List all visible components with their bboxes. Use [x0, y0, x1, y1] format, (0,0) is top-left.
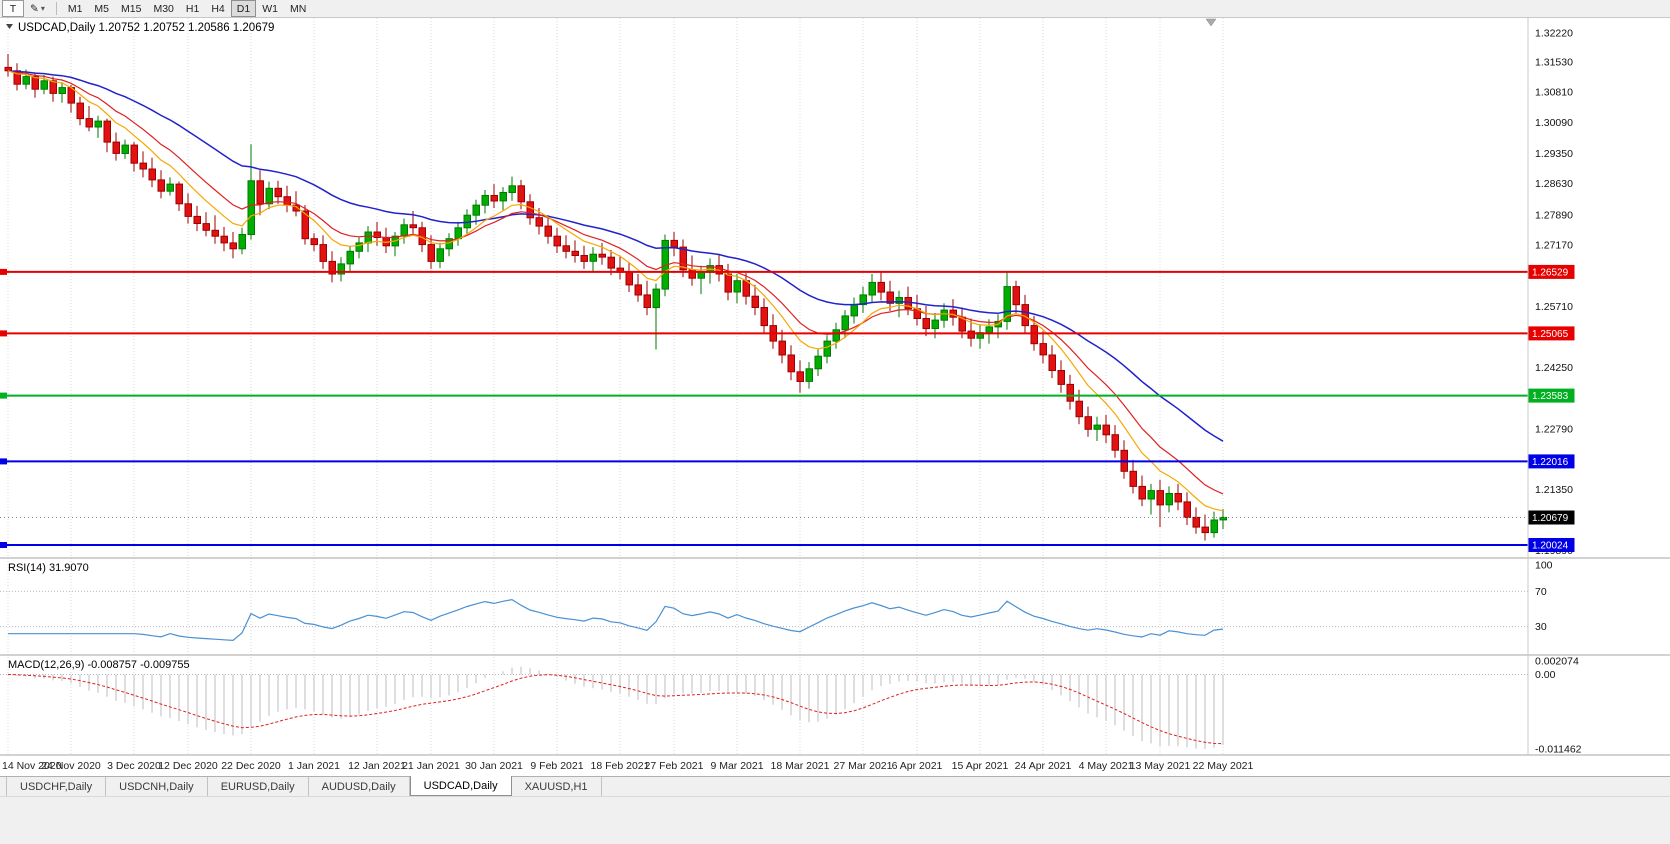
price-badge-1.26529: 1.26529	[1528, 264, 1575, 279]
level-anchor-1.25065	[0, 330, 7, 337]
svg-text:30 Jan 2021: 30 Jan 2021	[465, 760, 523, 772]
rsi-label: RSI(14) 31.9070	[8, 562, 89, 574]
svg-text:30: 30	[1535, 621, 1547, 633]
svg-text:1.32220: 1.32220	[1535, 27, 1573, 39]
svg-text:1 Jan 2021: 1 Jan 2021	[288, 760, 340, 772]
tab-xauusd-h1[interactable]: XAUUSD,H1	[512, 777, 602, 796]
level-anchor-1.22016	[0, 458, 7, 465]
svg-text:1.31530: 1.31530	[1535, 56, 1573, 68]
symbol-ohlc-label: USDCAD,Daily 1.20752 1.20752 1.20586 1.2…	[18, 22, 274, 34]
chart-background	[0, 18, 1670, 776]
price-badge-1.23583: 1.23583	[1528, 388, 1575, 403]
svg-text:4 May 2021: 4 May 2021	[1079, 760, 1134, 772]
level-anchor-1.23583	[0, 392, 7, 399]
svg-text:14 Nov 2020: 14 Nov 2020	[2, 760, 62, 772]
svg-text:1.21350: 1.21350	[1535, 484, 1573, 496]
svg-text:100: 100	[1535, 560, 1553, 572]
svg-text:21 Jan 2021: 21 Jan 2021	[402, 760, 460, 772]
chart-area[interactable]: 1.32220 1.31530 1.30810 1.30090 1.29350 1.286…	[0, 18, 1670, 776]
timeframe-button-m1[interactable]: M1	[67, 2, 83, 15]
svg-text:27 Feb 2021: 27 Feb 2021	[645, 760, 704, 772]
status-area	[0, 796, 1670, 844]
dropdown-caret-icon: ▾	[40, 4, 45, 13]
chart-tabbar: USDCHF,Daily USDCNH,Daily EURUSD,Daily AUDU…	[0, 776, 1670, 796]
timeframe-button-h1[interactable]: H1	[185, 2, 200, 15]
svg-text:1.27890: 1.27890	[1535, 209, 1573, 221]
tab-eurusd-daily[interactable]: EURUSD,Daily	[208, 777, 309, 796]
svg-text:9 Mar 2021: 9 Mar 2021	[710, 760, 763, 772]
svg-text:0.002074: 0.002074	[1535, 656, 1579, 668]
svg-text:-0.011462: -0.011462	[1535, 744, 1582, 756]
svg-text:1.20679: 1.20679	[1532, 513, 1569, 524]
svg-text:12 Dec 2020: 12 Dec 2020	[158, 760, 218, 772]
toolbar-button-t[interactable]: T	[2, 0, 24, 17]
svg-text:0.00: 0.00	[1535, 669, 1556, 681]
svg-text:6 Apr 2021: 6 Apr 2021	[892, 760, 943, 772]
svg-text:12 Jan 2021: 12 Jan 2021	[348, 760, 406, 772]
timeframe-button-m30[interactable]: M30	[153, 2, 174, 15]
svg-text:18 Mar 2021: 18 Mar 2021	[771, 760, 830, 772]
svg-text:1.23583: 1.23583	[1532, 391, 1569, 402]
current-price-badge: 1.20679	[1528, 510, 1575, 525]
svg-text:1.25065: 1.25065	[1532, 329, 1569, 340]
tab-audusd-daily[interactable]: AUDUSD,Daily	[309, 777, 410, 796]
svg-text:1.22790: 1.22790	[1535, 423, 1573, 435]
svg-text:1.24250: 1.24250	[1535, 362, 1573, 374]
svg-text:24 Apr 2021: 24 Apr 2021	[1015, 760, 1072, 772]
macd-label: MACD(12,26,9) -0.008757 -0.009755	[8, 659, 190, 671]
svg-text:3 Dec 2020: 3 Dec 2020	[107, 760, 161, 772]
level-lines	[0, 268, 1528, 548]
svg-text:15 Apr 2021: 15 Apr 2021	[952, 760, 1009, 772]
timeframe-button-m5[interactable]: M5	[94, 2, 110, 15]
moving-average-line-8[interactable]	[7, 70, 1224, 512]
svg-text:27 Mar 2021: 27 Mar 2021	[834, 760, 893, 772]
svg-text:18 Feb 2021: 18 Feb 2021	[591, 760, 650, 772]
macd-signal-line[interactable]	[7, 674, 1224, 745]
pencil-icon: ✎	[30, 2, 39, 15]
timeframe-button-group: M1 M5 M15 M30 H1 H4 D1 W1 MN	[62, 0, 312, 17]
svg-text:1.28630: 1.28630	[1535, 178, 1573, 190]
timeframe-button-d1[interactable]: D1	[230, 0, 257, 17]
chart-shift-marker[interactable]	[1205, 18, 1217, 27]
rsi-line[interactable]	[8, 598, 1224, 642]
chart-header: USDCAD,Daily 1.20752 1.20752 1.20586 1.2…	[6, 22, 274, 34]
level-anchor-1.20024	[0, 542, 7, 548]
price-chart-svg[interactable]: 1.32220 1.31530 1.30810 1.30090 1.29350 1.286…	[0, 18, 1670, 776]
timeframe-button-mn[interactable]: MN	[289, 2, 307, 15]
svg-text:1.27170: 1.27170	[1535, 239, 1573, 251]
toolbar: T ✎ ▾ M1 M5 M15 M30 H1 H4 D1 W1 MN	[0, 0, 1670, 18]
svg-text:1.26529: 1.26529	[1532, 267, 1569, 278]
svg-text:1.30090: 1.30090	[1535, 117, 1573, 129]
svg-text:1.29350: 1.29350	[1535, 148, 1573, 160]
draw-tool-button[interactable]: ✎ ▾	[24, 0, 51, 17]
svg-text:1.25710: 1.25710	[1535, 301, 1573, 313]
timeframe-button-m15[interactable]: M15	[121, 2, 142, 15]
moving-average-line-30[interactable]	[7, 70, 1224, 442]
moving-average-line-13[interactable]	[7, 70, 1224, 495]
symbol-dropdown-icon[interactable]	[6, 24, 13, 29]
price-badge-1.25065: 1.25065	[1528, 326, 1575, 341]
svg-text:22 May 2021: 22 May 2021	[1193, 760, 1254, 772]
tab-usdchf-daily[interactable]: USDCHF,Daily	[6, 777, 107, 796]
svg-text:24 Nov 2020: 24 Nov 2020	[41, 760, 101, 772]
rsi-panel: 100 70 30 RSI(14) 31.9070	[0, 560, 1553, 642]
timeframe-button-h4[interactable]: H4	[211, 2, 225, 15]
price-badge-1.22016: 1.22016	[1528, 454, 1575, 469]
level-anchor-1.26529	[0, 268, 7, 275]
svg-text:1.30810: 1.30810	[1535, 87, 1573, 99]
svg-text:1.22016: 1.22016	[1532, 457, 1569, 468]
macd-histogram	[16, 666, 1224, 749]
toolbar-separator	[55, 2, 57, 15]
svg-text:70: 70	[1535, 586, 1547, 598]
svg-text:1.20024: 1.20024	[1532, 540, 1569, 551]
price-badge-1.20024: 1.20024	[1528, 538, 1575, 552]
tab-usdcad-daily[interactable]: USDCAD,Daily	[409, 776, 512, 796]
tab-usdcnh-daily[interactable]: USDCNH,Daily	[106, 777, 208, 796]
svg-text:9 Feb 2021: 9 Feb 2021	[530, 760, 583, 772]
timeframe-button-w1[interactable]: W1	[262, 2, 278, 15]
svg-text:13 May 2021: 13 May 2021	[1130, 760, 1191, 772]
svg-text:22 Dec 2020: 22 Dec 2020	[221, 760, 281, 772]
